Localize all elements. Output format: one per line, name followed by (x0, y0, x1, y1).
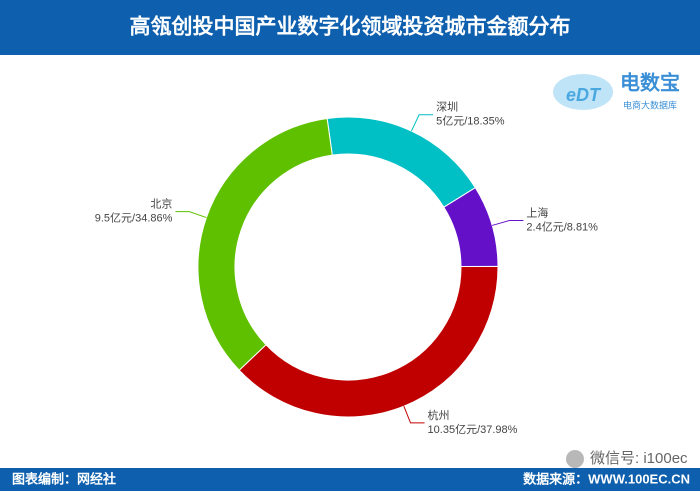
logo-name: 电数宝 (620, 70, 680, 94)
donut-segment (197, 117, 333, 371)
logo-cloud (553, 74, 613, 110)
slice-label: 上海 (526, 205, 548, 219)
value-label: 2.4亿元/8.81% (526, 220, 598, 233)
logo: eDT 电数宝 电商大数据库 (553, 70, 680, 110)
donut-segment (238, 265, 499, 418)
footer-right: 数据来源：WWW.100EC.CN (523, 471, 690, 486)
leader-line (411, 114, 434, 132)
logo-tagline: 电商大数据库 (623, 99, 677, 110)
leader-line (491, 219, 524, 226)
footer-left: 图表编制：网经社 (12, 471, 116, 486)
watermark-text: 微信号: i100ec (590, 450, 688, 467)
value-label: 9.5亿元/34.86% (95, 212, 173, 225)
logo-mark: eDT (566, 85, 602, 105)
slice-label: 杭州 (428, 408, 450, 422)
header-bar (0, 0, 700, 55)
slice-label: 北京 (150, 197, 172, 211)
value-label: 5亿元/18.35% (436, 115, 505, 128)
slice-label: 深圳 (436, 101, 458, 114)
watermark: 微信号: i100ec (566, 450, 688, 468)
leader-line (403, 406, 425, 424)
watermark-icon (566, 450, 584, 468)
footer-bar (0, 468, 700, 491)
value-label: 10.35亿元/37.98% (428, 423, 518, 436)
leader-line (175, 211, 207, 219)
chart-title: 高瓴创投中国产业数字化领域投资城市金额分布 (130, 15, 571, 39)
